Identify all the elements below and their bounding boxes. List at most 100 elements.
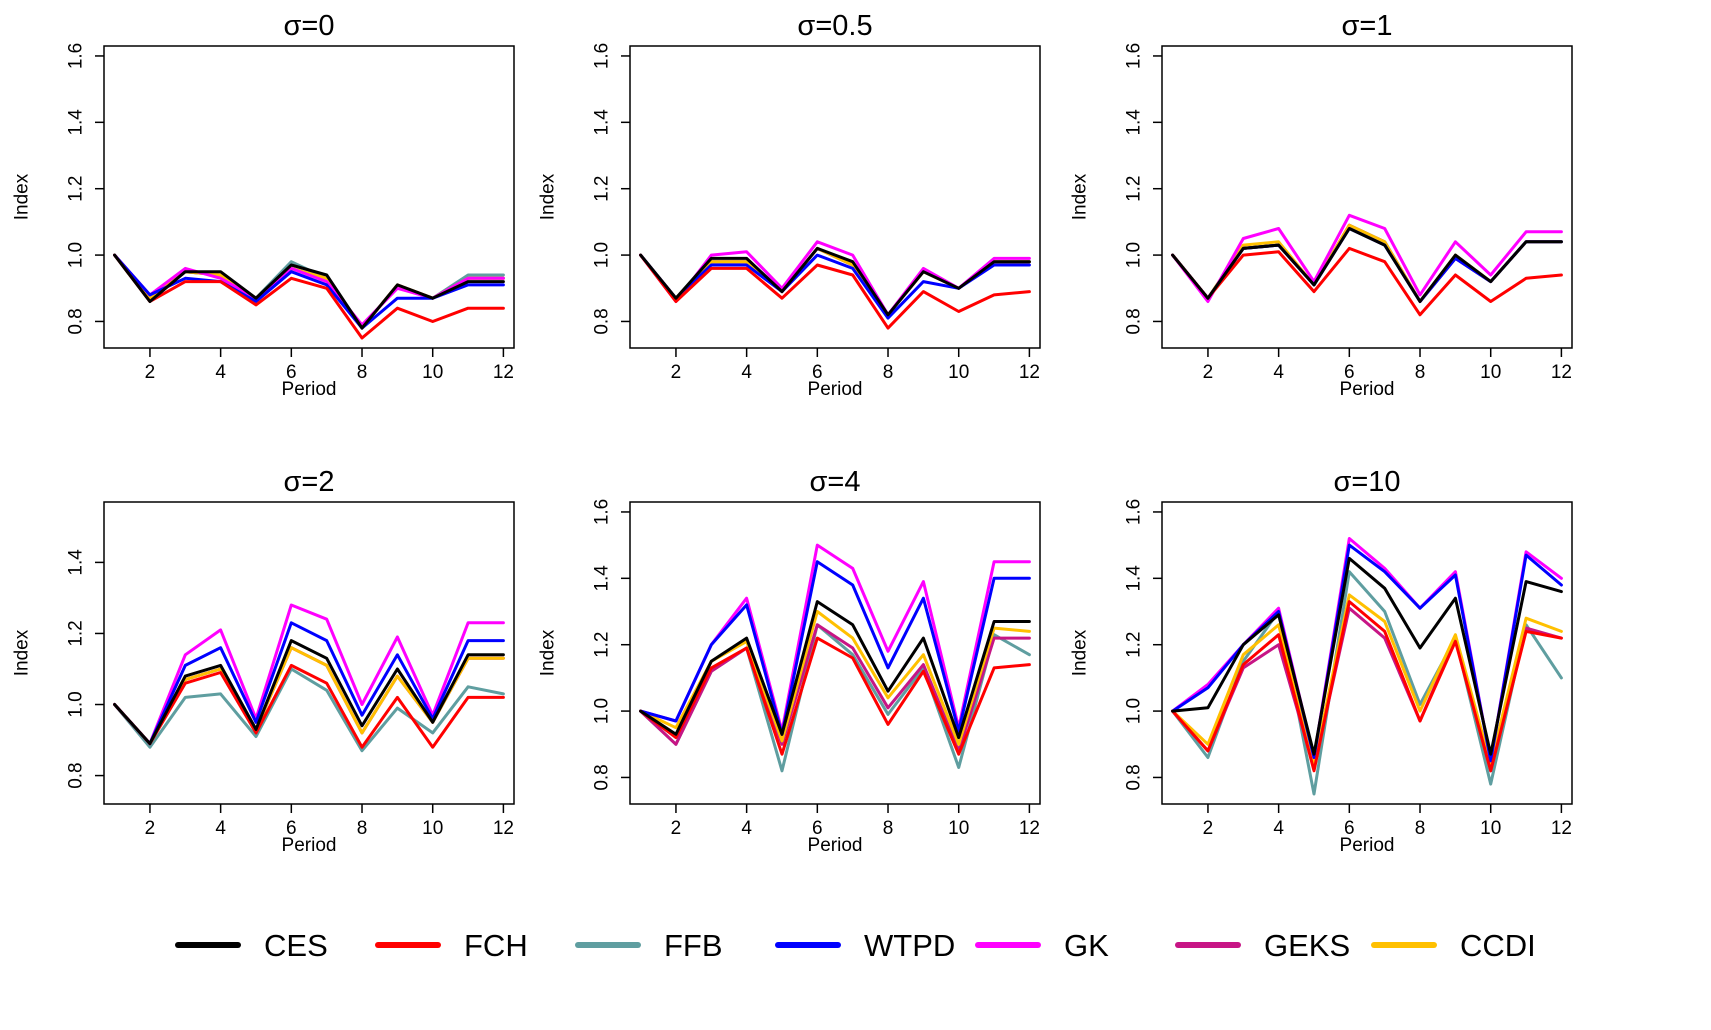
chart-panel-2: σ=0.5 2 4 6 8 10 12 Period 0.8 1.0 1.2 1.4 1.6 Index — [538, 10, 1041, 400]
y-tick-label: 1.2 — [1124, 631, 1145, 657]
x-tick-label: 10 — [422, 818, 443, 839]
x-tick-label: 4 — [741, 818, 752, 839]
x-axis-title: Period — [808, 835, 863, 856]
panel-title: σ=1 — [1342, 10, 1393, 42]
x-tick-label: 10 — [422, 362, 443, 383]
x-tick-label: 8 — [1415, 362, 1426, 383]
legend-label: GK — [1064, 928, 1109, 963]
x-tick-label: 12 — [1551, 818, 1572, 839]
y-tick-label: 0.8 — [592, 764, 613, 790]
x-tick-label: 2 — [145, 818, 156, 839]
series-line-ces — [113, 253, 505, 330]
plot-frame — [629, 501, 1041, 805]
chart-panel-4: σ=2 2 4 6 8 10 12 Period 0.8 1.0 1.2 1.4 Index — [12, 466, 515, 856]
x-tick-label: 6 — [286, 362, 297, 383]
legend-label: GEKS — [1264, 928, 1350, 963]
series-line-ces — [639, 246, 1031, 317]
x-tick-label: 10 — [948, 362, 969, 383]
x-tick-label: 2 — [671, 362, 682, 383]
x-tick-label: 2 — [1203, 818, 1214, 839]
legend-item-wtpd: WTPD — [775, 928, 955, 963]
series-line-fch — [1171, 246, 1563, 317]
x-tick-label: 6 — [812, 818, 823, 839]
x-tick-label: 10 — [1480, 818, 1501, 839]
y-tick-label: 1.0 — [1124, 242, 1145, 268]
series-line-ccdi — [1171, 593, 1563, 766]
y-tick-label: 1.0 — [66, 691, 87, 717]
y-tick-label: 1.2 — [66, 620, 87, 646]
y-axis-title: Index — [1070, 629, 1091, 676]
x-tick-label: 10 — [948, 818, 969, 839]
x-tick-label: 2 — [145, 362, 156, 383]
legend-label: CCDI — [1460, 928, 1536, 963]
y-tick-label: 1.2 — [592, 631, 613, 657]
x-tick-label: 6 — [1344, 362, 1355, 383]
chart-panel-3: σ=1 2 4 6 8 10 12 Period 0.8 1.0 1.2 1.4 1.6 Index — [1070, 10, 1573, 400]
y-tick-label: 1.6 — [592, 43, 613, 69]
legend-item-gk: GK — [975, 928, 1109, 963]
y-tick-label: 1.6 — [1124, 499, 1145, 525]
y-tick-label: 1.4 — [66, 549, 87, 576]
x-tick-label: 8 — [1415, 818, 1426, 839]
y-axis-title: Index — [538, 629, 559, 676]
y-axis-title: Index — [12, 173, 33, 220]
x-tick-label: 6 — [812, 362, 823, 383]
y-tick-label: 1.0 — [1124, 698, 1145, 724]
series-line-wtpd — [113, 621, 505, 746]
x-axis-title: Period — [282, 835, 337, 856]
x-tick-label: 8 — [883, 362, 894, 383]
y-tick-label: 0.8 — [592, 308, 613, 334]
y-tick-label: 1.0 — [592, 698, 613, 724]
series-line-wtpd — [639, 560, 1031, 736]
x-tick-label: 12 — [1019, 818, 1040, 839]
y-tick-label: 0.8 — [1124, 764, 1145, 790]
y-tick-label: 1.4 — [592, 565, 613, 592]
series-line-ces — [1171, 556, 1563, 756]
x-tick-label: 12 — [1019, 362, 1040, 383]
x-axis-title: Period — [808, 379, 863, 400]
x-axis-title: Period — [1340, 835, 1395, 856]
y-tick-label: 1.0 — [592, 242, 613, 268]
chart-panel-6: σ=10 2 4 6 8 10 12 Period 0.8 1.0 1.2 1.4 1.6 Index — [1070, 466, 1573, 856]
chart-panel-1: σ=0 2 4 6 8 10 12 Period 0.8 1.0 1.2 1.4 1.6 Index — [12, 10, 515, 400]
x-tick-label: 8 — [357, 818, 368, 839]
chart-panel-5: σ=4 2 4 6 8 10 12 Period 0.8 1.0 1.2 1.4 1.6 Index — [538, 466, 1041, 856]
plot-frame — [1161, 501, 1573, 805]
panel-title: σ=10 — [1333, 466, 1400, 498]
series-line-gk — [1171, 213, 1563, 303]
plot-frame — [1161, 45, 1573, 349]
y-tick-label: 0.8 — [66, 308, 87, 334]
series-line-fch — [639, 253, 1031, 330]
y-tick-label: 1.2 — [592, 175, 613, 201]
x-tick-label: 12 — [493, 818, 514, 839]
plot-frame — [103, 45, 515, 349]
panel-title: σ=0 — [284, 10, 335, 42]
y-tick-label: 1.0 — [66, 242, 87, 268]
series-line-ffb — [113, 667, 505, 753]
plot-frame — [103, 501, 515, 805]
legend-item-fch: FCH — [375, 928, 528, 963]
x-tick-label: 4 — [741, 362, 752, 383]
x-tick-label: 10 — [1480, 362, 1501, 383]
series-line-fch — [113, 663, 505, 749]
x-axis-title: Period — [282, 379, 337, 400]
y-tick-label: 1.6 — [592, 499, 613, 525]
x-tick-label: 4 — [1273, 362, 1284, 383]
series-line-fch — [113, 253, 505, 340]
y-tick-label: 1.4 — [592, 109, 613, 136]
legend-label: CES — [264, 928, 328, 963]
series-line-ces — [113, 639, 505, 746]
series-line-ces — [1171, 227, 1563, 303]
y-axis-title: Index — [538, 173, 559, 220]
legend-label: WTPD — [864, 928, 955, 963]
series-line-ces — [639, 600, 1031, 740]
x-tick-label: 6 — [1344, 818, 1355, 839]
legend-item-ffb: FFB — [575, 928, 723, 963]
panel-title: σ=2 — [284, 466, 335, 498]
series-line-fch — [1171, 600, 1563, 773]
y-tick-label: 1.6 — [66, 43, 87, 69]
x-tick-label: 4 — [215, 362, 226, 383]
y-axis-title: Index — [12, 629, 33, 676]
